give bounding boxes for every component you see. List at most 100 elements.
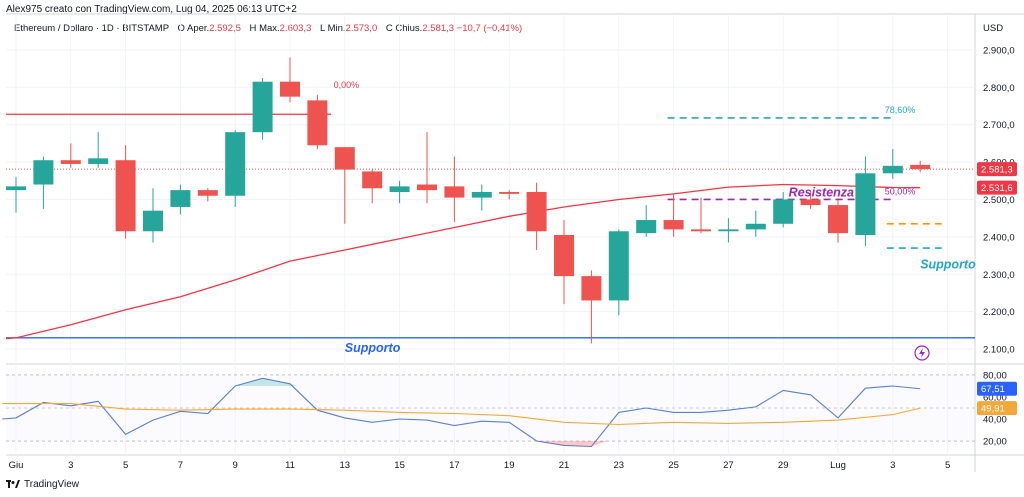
close-label: C	[385, 23, 393, 34]
price-tick-label: 2.400,0	[983, 232, 1015, 243]
fib-level-label: 50,00%	[885, 186, 916, 196]
osc-tick-label: 20,00	[983, 437, 1007, 448]
candle-body	[280, 81, 300, 97]
osc-band-fill	[6, 375, 975, 441]
time-tick-label: 23	[614, 460, 625, 471]
oscillator-main-line	[2, 377, 921, 448]
candle-body	[417, 184, 437, 191]
footer-branding: TradingView	[6, 479, 79, 490]
price-tick-label: 2.700,0	[983, 120, 1015, 131]
candle-body	[636, 220, 657, 234]
time-tick-label: 17	[449, 460, 460, 471]
symbol-title[interactable]: Ethereum / Dollaro · 1D · BITSTAMP	[14, 23, 169, 34]
candle-body	[882, 165, 903, 174]
open-label: O	[177, 23, 185, 34]
candle-body	[608, 231, 629, 301]
candle-body	[33, 160, 54, 185]
time-tick-label: 5	[123, 460, 128, 471]
time-tick-label: 27	[723, 460, 734, 471]
time-tick-label: Lug	[830, 460, 846, 471]
candle-body	[499, 192, 520, 194]
candle-body	[197, 190, 218, 196]
time-tick-label: 21	[559, 460, 570, 471]
candle-body	[773, 199, 794, 224]
oversold-fill	[536, 441, 608, 447]
osc-tick-label: 40,00	[983, 415, 1007, 426]
high-label: H	[249, 23, 257, 34]
fib-level-label: 78,60%	[885, 105, 916, 115]
candles-layer	[6, 57, 931, 344]
close-value: 2.581,3	[422, 23, 455, 34]
candle-body	[6, 186, 26, 191]
osc-tick-label: 80,00	[983, 371, 1007, 382]
time-tick-label: 15	[394, 460, 405, 471]
candle-body	[691, 229, 711, 232]
price-badge-bg	[977, 162, 1017, 177]
time-tick-label: 3	[68, 460, 73, 471]
osc-value-badge: 67,51	[977, 381, 1017, 396]
time-tick-label: 9	[233, 460, 238, 471]
lightning-alert-icon	[914, 345, 930, 361]
price-badge-label: 49,91	[981, 404, 1005, 415]
time-tick-label: 19	[504, 460, 515, 471]
time-tick-label: 5	[945, 460, 950, 471]
candle-body	[800, 199, 821, 206]
candle-body	[334, 147, 355, 170]
candle-body	[225, 132, 246, 196]
author-line: Alex975 creato con TradingView.com, Lug …	[6, 4, 297, 15]
candle-body	[663, 220, 684, 230]
low-text: Min.	[327, 23, 346, 34]
candle-body	[170, 190, 191, 207]
change-value: −10,7 (−0,41%)	[456, 23, 523, 34]
price-badges-layer: 2.581,3 2.531,6 67,51 49,91	[977, 162, 1017, 416]
high-text: Max.	[259, 23, 280, 34]
last-price-badge: 2.581,3	[977, 162, 1017, 177]
price-tick-label: 2.100,0	[983, 345, 1015, 356]
axis-layer: 2.100,02.200,02.300,02.400,02.500,02.600…	[9, 23, 1015, 471]
candle-body	[88, 158, 109, 164]
price-badge-bg	[977, 180, 1017, 195]
low-value: 2.573,0	[345, 23, 378, 34]
candle-body	[471, 192, 492, 198]
candle-body	[554, 235, 574, 277]
candle-body	[389, 186, 410, 192]
price-tick-label: 2.300,0	[983, 270, 1015, 281]
candle-body	[307, 100, 328, 146]
drawing-layer: 78,60% 50,00% 0,00% Resistenza Supporto Suppo…	[5, 80, 976, 361]
low-label: L	[320, 23, 325, 34]
time-tick-label: 13	[340, 460, 351, 471]
high-value: 2.603,3	[279, 23, 312, 34]
price-tick-label: 2.800,0	[983, 83, 1015, 94]
moving-average-line	[5, 183, 921, 340]
candle-body	[910, 164, 931, 170]
candle-body	[718, 229, 739, 232]
time-tick-label: 25	[668, 460, 679, 471]
alert-circle	[914, 345, 930, 361]
candle-body	[362, 171, 383, 189]
oscillator-signal-line	[2, 403, 921, 426]
price-badge-bg	[977, 401, 1017, 416]
price-badge-label: 67,51	[981, 384, 1005, 395]
grid-layer	[6, 13, 1024, 472]
time-tick-label: Giu	[9, 460, 24, 471]
candle-body	[855, 173, 876, 235]
candle-body	[444, 186, 465, 198]
time-tick-label: 7	[178, 460, 183, 471]
candle-body	[115, 160, 136, 232]
overbought-fill	[235, 378, 299, 386]
currency-label: USD	[983, 23, 1003, 34]
time-tick-label: 29	[778, 460, 789, 471]
close-text: Chius.	[395, 23, 423, 34]
open-value: 2.592,5	[209, 23, 241, 34]
alert-bolt	[919, 348, 925, 358]
candle-body	[745, 223, 766, 230]
price-tick-label: 2.900,0	[983, 45, 1015, 56]
fib-level-label: 0,00%	[334, 80, 360, 90]
chart-annotation: Supporto	[345, 341, 401, 355]
osc-tick-label: 60,00	[983, 393, 1007, 404]
chart-annotation: Supporto	[920, 258, 976, 272]
open-text: Aper.	[187, 23, 210, 34]
ma-price-badge: 2.531,6	[977, 180, 1017, 195]
